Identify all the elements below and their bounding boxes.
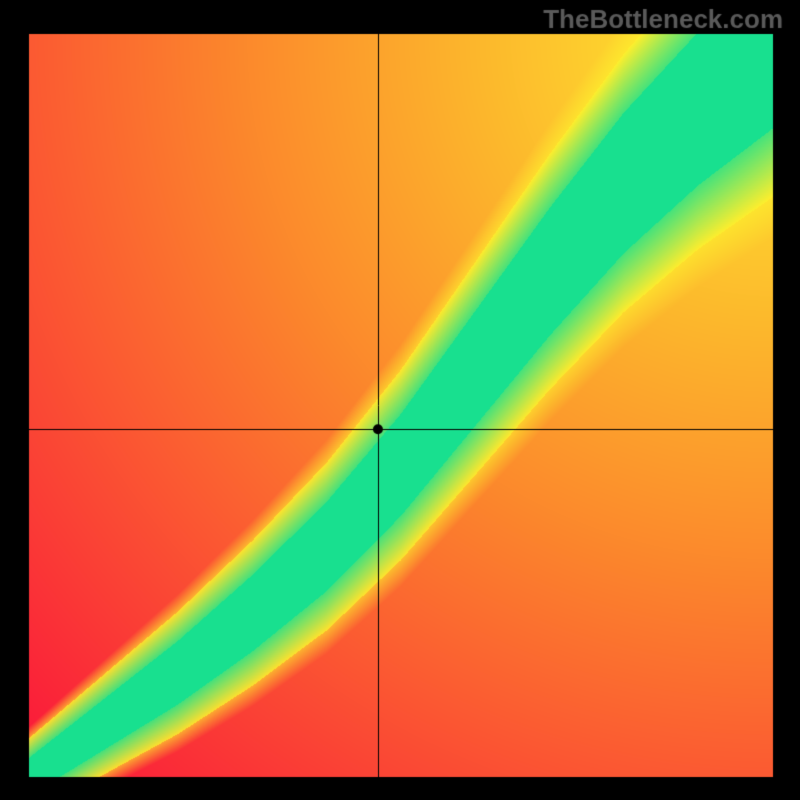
chart-container: { "watermark": { "text": "TheBottleneck.… <box>0 0 800 800</box>
heatmap-canvas <box>0 0 800 800</box>
